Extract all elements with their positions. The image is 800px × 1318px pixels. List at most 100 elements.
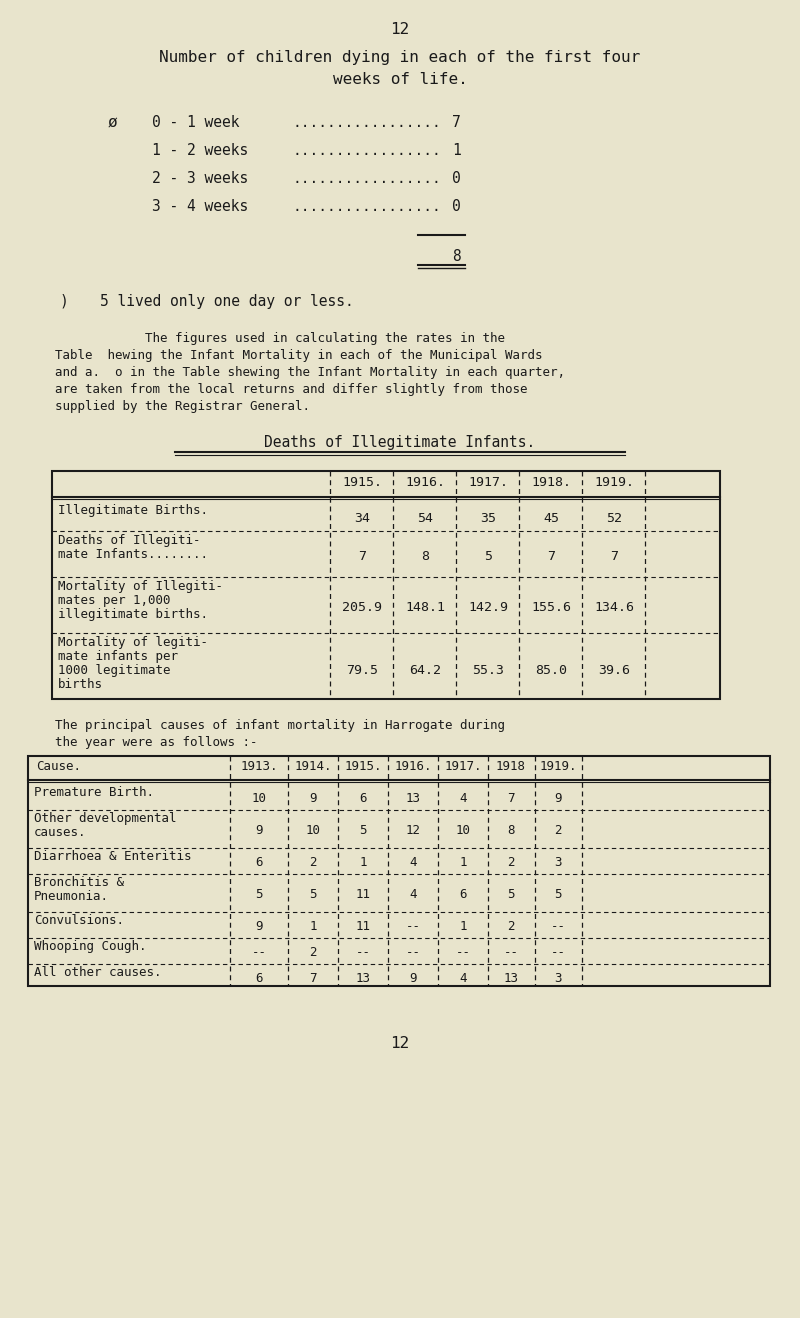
Text: 6: 6 [359, 792, 366, 805]
Text: 5 lived only one day or less.: 5 lived only one day or less. [100, 294, 354, 308]
Text: 2: 2 [310, 946, 317, 960]
Text: 1916.: 1916. [405, 476, 445, 489]
Text: 7: 7 [358, 550, 366, 563]
Text: Deaths of Illegitimate Infants.: Deaths of Illegitimate Infants. [264, 435, 536, 449]
Text: Number of children dying in each of the first four: Number of children dying in each of the … [159, 50, 641, 65]
Text: Deaths of Illegiti-: Deaths of Illegiti- [58, 534, 201, 547]
Text: 0 - 1 week: 0 - 1 week [152, 115, 239, 130]
Text: 9: 9 [554, 792, 562, 805]
Text: 64.2: 64.2 [409, 664, 441, 677]
Text: 1917.: 1917. [468, 476, 508, 489]
Text: Premature Birth.: Premature Birth. [34, 786, 154, 799]
Text: 7: 7 [452, 115, 461, 130]
Text: 1: 1 [459, 855, 466, 869]
Text: Other developmental: Other developmental [34, 812, 177, 825]
Text: the year were as follows :-: the year were as follows :- [55, 735, 258, 749]
Text: 8: 8 [507, 824, 514, 837]
Text: 4: 4 [410, 855, 417, 869]
Text: Bronchitis &: Bronchitis & [34, 876, 124, 890]
Text: .................: ................. [292, 171, 441, 186]
Text: 1000 legitimate: 1000 legitimate [58, 664, 170, 677]
Text: 1918.: 1918. [531, 476, 571, 489]
Bar [52, 471, 720, 699]
Text: 0: 0 [452, 171, 461, 186]
Text: 205.9: 205.9 [342, 601, 382, 614]
Text: .................: ................. [292, 199, 441, 214]
Text: 4: 4 [459, 792, 466, 805]
Text: 5: 5 [310, 888, 317, 902]
Text: 155.6: 155.6 [531, 601, 571, 614]
Text: Convulsions.: Convulsions. [34, 913, 124, 927]
Text: 34: 34 [354, 511, 370, 525]
Text: 3: 3 [554, 971, 562, 985]
Text: mate Infants........: mate Infants........ [58, 548, 208, 561]
Text: 5: 5 [484, 550, 492, 563]
Text: 10: 10 [455, 824, 470, 837]
Text: 8: 8 [421, 550, 429, 563]
Text: mates per 1,000: mates per 1,000 [58, 594, 170, 608]
Text: are taken from the local returns and differ slightly from those: are taken from the local returns and dif… [55, 384, 527, 395]
Text: 0: 0 [452, 199, 461, 214]
Text: 7: 7 [610, 550, 618, 563]
Text: 2: 2 [507, 855, 514, 869]
Text: 5: 5 [359, 824, 366, 837]
Text: Table  hewing the Infant Mortality in each of the Municipal Wards: Table hewing the Infant Mortality in eac… [55, 349, 542, 362]
Text: Diarrhoea & Enteritis: Diarrhoea & Enteritis [34, 850, 191, 863]
Text: 4: 4 [410, 888, 417, 902]
Text: 52: 52 [606, 511, 622, 525]
Text: 13: 13 [503, 971, 518, 985]
Text: 9: 9 [255, 920, 262, 933]
Text: 4: 4 [459, 971, 466, 985]
Text: 85.0: 85.0 [535, 664, 567, 677]
Text: 39.6: 39.6 [598, 664, 630, 677]
Text: Mortality of legiti-: Mortality of legiti- [58, 637, 208, 648]
Text: 13: 13 [355, 971, 370, 985]
Text: Whooping Cough.: Whooping Cough. [34, 940, 146, 953]
Text: 7: 7 [507, 792, 514, 805]
Text: 5: 5 [554, 888, 562, 902]
Text: 2 - 3 weeks: 2 - 3 weeks [152, 171, 248, 186]
Text: 35: 35 [480, 511, 496, 525]
Text: 142.9: 142.9 [468, 601, 508, 614]
Text: --: -- [503, 946, 518, 960]
Text: 12: 12 [390, 22, 410, 37]
Text: 55.3: 55.3 [472, 664, 504, 677]
Text: and a.  o in the Table shewing the Infant Mortality in each quarter,: and a. o in the Table shewing the Infant… [55, 366, 565, 380]
Text: 1: 1 [459, 920, 466, 933]
Text: 2: 2 [507, 920, 514, 933]
Text: ): ) [60, 294, 69, 308]
Text: All other causes.: All other causes. [34, 966, 162, 979]
Text: --: -- [550, 946, 566, 960]
Text: 1913.: 1913. [240, 760, 278, 772]
Text: 10: 10 [306, 824, 321, 837]
Text: 12: 12 [406, 824, 421, 837]
Text: 6: 6 [255, 971, 262, 985]
Text: 9: 9 [410, 971, 417, 985]
Text: 12: 12 [390, 1036, 410, 1050]
Text: illegitimate births.: illegitimate births. [58, 608, 208, 621]
Text: 6: 6 [459, 888, 466, 902]
Text: 1: 1 [310, 920, 317, 933]
Text: 54: 54 [417, 511, 433, 525]
Text: births: births [58, 677, 103, 691]
Text: 1: 1 [359, 855, 366, 869]
Text: 1914.: 1914. [294, 760, 332, 772]
Text: 13: 13 [406, 792, 421, 805]
Text: 7: 7 [310, 971, 317, 985]
Text: Pneumonia.: Pneumonia. [34, 890, 109, 903]
Text: ø: ø [108, 115, 118, 130]
Text: 1919.: 1919. [539, 760, 577, 772]
Text: Cause.: Cause. [36, 760, 81, 772]
Text: 9: 9 [255, 824, 262, 837]
Text: 134.6: 134.6 [594, 601, 634, 614]
Text: The figures used in calculating the rates in the: The figures used in calculating the rate… [55, 332, 505, 345]
Text: 9: 9 [310, 792, 317, 805]
Text: --: -- [550, 920, 566, 933]
Text: 11: 11 [355, 920, 370, 933]
Text: 7: 7 [547, 550, 555, 563]
Text: 148.1: 148.1 [405, 601, 445, 614]
Text: 5: 5 [507, 888, 514, 902]
Text: supplied by the Registrar General.: supplied by the Registrar General. [55, 399, 310, 413]
Text: mate infants per: mate infants per [58, 650, 178, 663]
Text: 2: 2 [554, 824, 562, 837]
